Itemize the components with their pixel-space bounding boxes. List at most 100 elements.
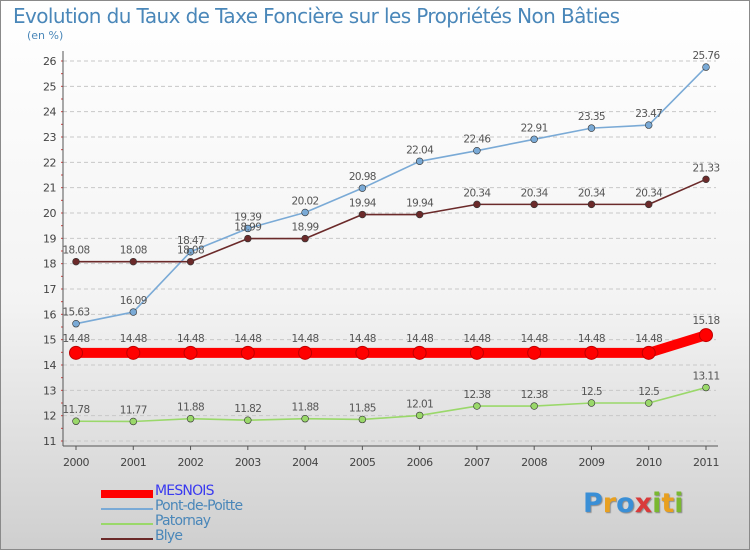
x-tick-label: 2010 [636,456,662,469]
y-tick-label: 21 [43,182,56,195]
legend-label: Pont-de-Poitte [155,498,243,514]
data-label-patornay: 12.38 [521,389,548,401]
data-label-patornay: 11.78 [62,404,89,416]
data-point-blye [473,200,481,209]
data-label-mesnois: 14.48 [635,333,662,345]
series-line-pont-de-poitte [75,66,707,325]
data-label-blye: 20.34 [521,187,549,199]
data-label-patornay: 11.88 [292,402,319,414]
data-label-blye: 20.34 [635,187,663,199]
data-point-mesnois [469,345,484,360]
y-tick-label: 19 [43,232,56,245]
data-point-mesnois [584,345,599,360]
data-label-patornay: 12.38 [463,389,490,401]
legend-swatch [101,489,153,498]
data-point-patornay [415,411,424,420]
data-point-blye [301,234,309,243]
data-label-pont-de-poitte: 23.35 [578,111,605,123]
y-tick-label: 15 [43,334,56,347]
data-point-pont-de-poitte [72,320,80,328]
data-label-patornay: 11.88 [177,402,204,414]
data-label-mesnois: 14.48 [177,333,204,345]
x-tick-label: 2007 [464,456,490,469]
series-line-blye [75,178,707,263]
data-point-pont-de-poitte [358,184,367,192]
data-point-mesnois [183,345,198,360]
data-label-pont-de-poitte: 20.02 [292,195,319,207]
y-tick-label: 22 [43,156,56,169]
x-tick-label: 2009 [578,456,604,469]
data-label-pont-de-poitte: 23.47 [635,108,662,120]
data-label-mesnois: 14.48 [349,333,376,345]
y-tick-label: 18 [43,258,56,271]
data-point-pont-de-poitte [587,124,596,132]
data-label-patornay: 13.11 [692,371,719,383]
data-point-blye [244,234,252,243]
data-label-blye: 20.34 [463,187,491,199]
x-tick-label: 2008 [521,456,547,469]
data-label-pont-de-poitte: 22.46 [463,134,491,146]
data-point-blye [186,257,195,266]
data-label-mesnois: 14.48 [120,333,147,345]
data-label-blye: 19.94 [406,198,434,210]
data-point-pont-de-poitte [186,248,195,256]
data-label-blye: 18.08 [177,245,204,257]
data-point-mesnois [412,345,427,360]
data-label-mesnois: 14.48 [521,333,548,345]
chart-unit-label: (en %) [27,29,64,42]
data-label-blye: 18.99 [292,222,319,234]
x-tick-label: 2003 [235,456,261,469]
data-label-pont-de-poitte: 20.98 [349,171,376,183]
data-point-blye [129,257,137,266]
data-label-pont-de-poitte: 22.91 [521,122,548,134]
data-point-mesnois [527,345,542,360]
data-label-patornay: 11.85 [349,402,376,414]
chart-title: Evolution du Taux de Taxe Foncière sur l… [13,4,620,28]
data-label-mesnois: 14.48 [234,333,261,345]
y-tick-label: 11 [43,435,56,448]
data-point-mesnois [69,345,83,360]
data-point-mesnois [641,345,656,360]
data-point-mesnois [699,328,713,343]
y-tick-label: 26 [43,55,56,68]
legend-label: Patornay [155,513,211,529]
y-tick-label: 16 [43,308,56,321]
data-label-pont-de-poitte: 25.76 [692,50,720,62]
y-tick-label: 25 [43,80,56,93]
y-tick-label: 23 [43,131,56,144]
x-tick-label: 2011 [693,456,719,469]
data-point-pont-de-poitte [702,63,710,71]
data-point-patornay [244,416,252,424]
data-label-pont-de-poitte: 22.04 [406,144,434,156]
data-point-patornay [186,415,195,423]
data-point-patornay [72,417,80,425]
data-label-pont-de-poitte: 15.63 [62,307,89,319]
data-point-blye [530,200,538,209]
data-point-pont-de-poitte [530,135,538,143]
data-label-mesnois: 15.18 [692,315,719,327]
legend-swatch [101,522,153,525]
data-label-blye: 20.34 [578,187,606,199]
data-label-patornay: 12.01 [406,398,433,410]
x-tick-label: 2001 [120,456,146,469]
data-label-blye: 18.99 [234,222,261,234]
data-point-pont-de-poitte [645,121,653,129]
legend-swatch [101,537,153,540]
data-point-patornay [358,415,367,424]
data-point-mesnois [240,345,255,360]
data-label-patornay: 11.77 [120,404,147,416]
data-label-mesnois: 14.48 [292,333,319,345]
y-tick-label: 12 [43,410,56,423]
data-label-blye: 18.08 [120,245,147,257]
x-tick-label: 2005 [349,456,375,469]
proxiti-logo: Proxiti [583,488,684,519]
data-label-blye: 21.33 [692,162,719,174]
series-line-mesnois [71,330,711,358]
series-line-patornay [75,386,707,423]
y-tick-label: 17 [43,283,56,296]
data-label-pont-de-poitte: 18.47 [177,235,204,247]
data-point-pont-de-poitte [415,157,424,166]
data-point-patornay [473,402,481,410]
